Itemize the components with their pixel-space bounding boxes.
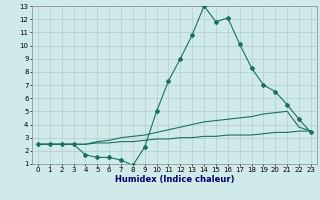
X-axis label: Humidex (Indice chaleur): Humidex (Indice chaleur) <box>115 175 234 184</box>
